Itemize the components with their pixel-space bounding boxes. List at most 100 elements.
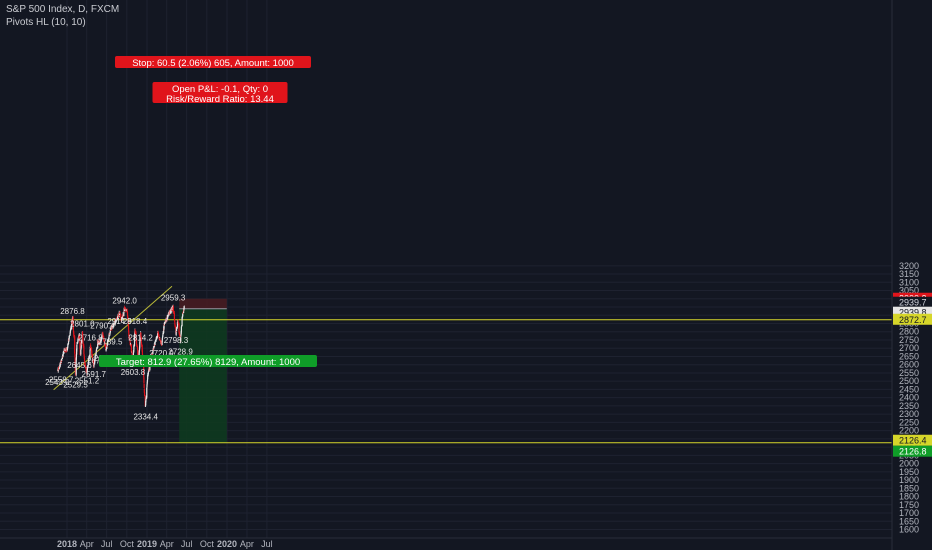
- candle-down: [82, 335, 84, 341]
- price-tag-label: 2126.4: [899, 436, 927, 446]
- candle-down: [141, 351, 143, 355]
- price-tag-label: 2939.8: [899, 308, 927, 318]
- candle-up: [70, 328, 72, 330]
- candle-down: [129, 340, 131, 344]
- candle-down: [83, 353, 85, 356]
- candle-up: [105, 349, 107, 350]
- drawn-lines: [0, 285, 892, 444]
- candle-up: [149, 365, 151, 370]
- candle-down: [82, 343, 84, 347]
- candle-up: [180, 334, 182, 337]
- candle-down: [148, 368, 150, 370]
- candle-down: [104, 344, 107, 348]
- price-tick: 1950: [899, 467, 919, 477]
- price-tick: 1650: [899, 516, 919, 526]
- candle-up: [144, 405, 147, 407]
- risk-reward-label-text: Risk/Reward Ratio: 13.44: [166, 94, 274, 105]
- candle-down: [122, 314, 124, 316]
- candle-down: [141, 344, 143, 352]
- candle-up: [87, 365, 89, 367]
- candle-up: [59, 363, 61, 367]
- candle-up: [62, 352, 64, 355]
- candle-up: [113, 324, 115, 326]
- candle-down: [108, 333, 110, 335]
- candle-up: [68, 335, 71, 337]
- candle-up: [88, 356, 90, 360]
- target-zone: [179, 308, 227, 443]
- pivot-label: 2558.7: [49, 376, 74, 385]
- symbol-title[interactable]: S&P 500 Index, D, FXCM: [6, 4, 119, 15]
- risk-reward-label-box: [152, 82, 288, 103]
- candle-up: [101, 333, 103, 337]
- candle-up: [157, 332, 159, 336]
- candle-down: [143, 392, 146, 397]
- pivot-label: 2334.4: [133, 412, 158, 421]
- price-tick: 1850: [899, 483, 919, 493]
- target-label-box: [99, 355, 317, 367]
- candle-down: [65, 351, 67, 352]
- candle-up: [146, 379, 149, 382]
- time-tick: Apr: [240, 539, 254, 549]
- candle-down: [160, 343, 163, 345]
- trend-line: [53, 285, 173, 391]
- candle-down: [73, 335, 75, 337]
- price-tick: 2550: [899, 368, 919, 378]
- candle-up: [96, 347, 98, 349]
- candle-up: [161, 340, 163, 345]
- candle-up: [76, 344, 78, 350]
- candle-up: [94, 355, 97, 357]
- candle-up: [171, 307, 173, 310]
- price-tick: 2200: [899, 426, 919, 436]
- candle-down: [137, 349, 139, 355]
- candle-down: [173, 312, 175, 320]
- candle-down: [130, 345, 133, 353]
- pivot-label: 2529.5: [63, 380, 88, 389]
- candle-up: [90, 348, 92, 350]
- candle-down: [73, 332, 75, 336]
- candle-up: [180, 326, 183, 332]
- candle-down: [134, 331, 136, 333]
- price-tick: 3100: [899, 277, 919, 287]
- pivot-label: 2720.9: [149, 349, 174, 358]
- candle-up: [138, 347, 141, 351]
- candle-down: [172, 306, 174, 311]
- price-tick: 2500: [899, 376, 919, 386]
- candle-up: [156, 337, 158, 339]
- candle-up: [153, 346, 155, 349]
- candle-up: [80, 342, 82, 348]
- candle-down: [174, 325, 176, 328]
- candle-up: [145, 401, 147, 406]
- candle-down: [143, 377, 145, 384]
- candle-up: [93, 364, 95, 367]
- candle-down: [74, 365, 76, 371]
- candle-up: [145, 397, 147, 400]
- candle-up: [128, 337, 130, 338]
- candle-down: [104, 341, 106, 346]
- candle-up: [176, 321, 179, 327]
- price-tick: 3150: [899, 269, 919, 279]
- candle-down: [79, 348, 81, 355]
- candle-up: [67, 347, 69, 349]
- candle-up: [161, 336, 164, 339]
- candle-up: [154, 341, 156, 345]
- pivot-label: 2959.3: [161, 293, 186, 302]
- candle-down: [102, 335, 104, 338]
- pivot-label: 2591.7: [82, 370, 107, 379]
- price-tick: 2300: [899, 409, 919, 419]
- candle-up: [110, 327, 112, 330]
- candle-up: [125, 309, 127, 312]
- time-axis[interactable]: 2018 Apr Jul Oct 2019 Apr Jul Oct 2020 Apr Jul: [57, 539, 273, 549]
- candle-up: [61, 359, 63, 361]
- candle-up: [146, 384, 148, 388]
- candle-down: [103, 337, 105, 341]
- time-tick: Jul: [181, 539, 193, 549]
- candle-down: [177, 320, 179, 323]
- candle-down: [72, 326, 74, 330]
- candle-up: [176, 326, 178, 328]
- price-tick: 1600: [899, 525, 919, 535]
- indicator-title[interactable]: Pivots HL (10, 10): [6, 17, 86, 28]
- time-tick: Jul: [101, 539, 113, 549]
